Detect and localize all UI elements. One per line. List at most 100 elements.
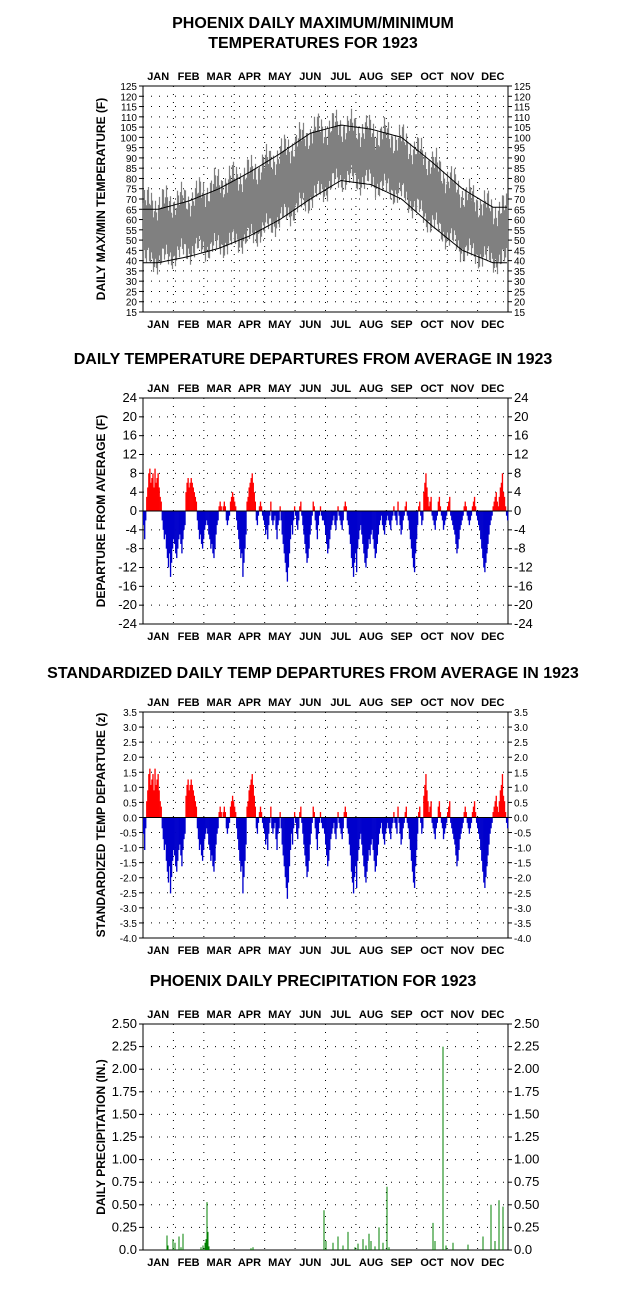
standardized-ytick-label-left: -3.0 — [120, 904, 138, 915]
departures-bar — [389, 511, 391, 526]
departures-month-top: JUL — [330, 383, 351, 395]
standardized-bar — [230, 801, 233, 818]
standardized-bar — [380, 817, 383, 823]
standardized-bar — [271, 817, 273, 829]
departures-bar — [164, 511, 167, 535]
standardized-bar — [168, 817, 171, 867]
departures-bar — [321, 511, 324, 521]
standardized-bar — [384, 817, 387, 834]
precip-month-top: MAY — [268, 1009, 292, 1021]
standardized-bar — [150, 784, 152, 818]
departures-bar — [287, 511, 290, 568]
temps-month-bottom: MAR — [207, 319, 232, 331]
standardized-bar — [321, 817, 324, 829]
departures-bar — [437, 501, 440, 511]
temps-ytick-label-right: 45 — [514, 246, 526, 257]
departures-bar — [183, 511, 185, 530]
departures-bar — [269, 511, 271, 516]
standardized-bar — [391, 817, 393, 829]
departures-ytick-label-left: 24 — [123, 390, 137, 405]
standardized-bar — [161, 817, 163, 829]
departures-bar — [360, 511, 362, 526]
departures-bar — [176, 511, 178, 559]
departures-bar — [210, 511, 212, 549]
departures-month-bottom: NOV — [450, 631, 475, 643]
departures-bar — [181, 511, 183, 554]
temps-month-bottom: APR — [238, 319, 261, 331]
departures-bar — [305, 511, 307, 554]
departures-bar — [453, 511, 455, 530]
standardized-bar — [232, 801, 235, 818]
departures-bar — [196, 511, 199, 521]
standardized-bar — [177, 817, 179, 861]
precip-ytick-label-left: 0.25 — [112, 1219, 137, 1234]
temps-ytick-label-left: 120 — [120, 92, 137, 103]
departures-bar — [273, 511, 275, 521]
departures-bar — [150, 482, 152, 511]
standardized-bar — [401, 817, 403, 840]
standardized-bar — [202, 817, 205, 851]
standardized-bar — [404, 812, 406, 818]
standardized-bar — [236, 817, 238, 829]
standardized-bars — [143, 768, 509, 899]
departures-bar — [353, 511, 356, 563]
standardized-bar — [222, 812, 224, 818]
departures-bar — [484, 511, 486, 573]
standardized-bar — [246, 806, 248, 818]
departures-bar — [335, 511, 337, 530]
temps-month-top: JAN — [147, 71, 169, 83]
standardized-bar — [205, 817, 207, 834]
standardized-month-top: AUG — [359, 697, 383, 709]
departures-bar — [457, 511, 459, 549]
standardized-bar — [372, 817, 374, 851]
standardized-bar — [216, 817, 218, 834]
standardized-ytick-label-right: 3.5 — [514, 708, 528, 719]
temps-observed-band — [142, 108, 509, 275]
precip-ylabel: DAILY PRECIPITATION (IN.) — [94, 1059, 108, 1215]
departures-bar — [169, 511, 172, 577]
departures-bar — [473, 496, 476, 511]
departures-bar — [387, 511, 389, 516]
temps-ytick-label-right: 25 — [514, 287, 526, 298]
standardized-bar — [170, 817, 173, 878]
standardized-bar — [191, 784, 193, 818]
precip-month-top: JUL — [330, 1009, 351, 1021]
departures-bar — [293, 506, 296, 511]
temps-ytick-label-right: 55 — [514, 226, 526, 237]
temps-ytick-label-left: 45 — [126, 246, 138, 257]
standardized-bar — [469, 817, 472, 829]
temps-ytick-label-left: 30 — [126, 277, 138, 288]
departures-bar — [413, 511, 416, 573]
standardized-bar — [281, 817, 283, 845]
standardized-bar — [199, 817, 202, 845]
standardized-bar — [454, 817, 456, 845]
departures-bar — [219, 501, 221, 511]
standardized-bar — [374, 817, 376, 872]
precip-ytick-label-left: 0.50 — [112, 1197, 137, 1212]
standardized-bar — [292, 817, 295, 829]
departures-month-top: MAR — [207, 383, 232, 395]
standardized-bar — [206, 817, 208, 829]
precip-month-bottom: AUG — [359, 1257, 383, 1269]
departures-bar — [222, 506, 224, 511]
standardized-bar — [430, 801, 432, 818]
departures-bar — [323, 511, 326, 526]
standardized-bar — [333, 817, 335, 823]
precip-month-top: APR — [238, 1009, 261, 1021]
standardized-bar — [231, 795, 234, 818]
departures-bar — [361, 511, 363, 535]
standardized-bar — [409, 817, 412, 851]
departures-bar — [207, 511, 209, 526]
standardized-bar — [302, 817, 304, 834]
departures-bar — [469, 511, 472, 521]
precip-ytick-label-right: 0.50 — [514, 1197, 539, 1212]
standardized-bar — [498, 801, 501, 818]
departures-bar — [370, 511, 372, 535]
standardized-bar — [285, 817, 288, 888]
departures-bar — [322, 511, 325, 521]
departures-bar — [215, 511, 217, 535]
departures-bar — [277, 511, 279, 526]
departures-bar — [172, 511, 175, 540]
standardized-bar — [228, 817, 231, 823]
